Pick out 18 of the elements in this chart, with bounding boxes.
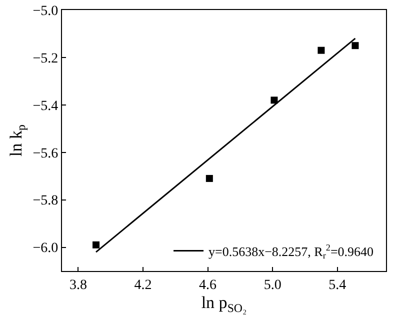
y-tick-label: −5.2 bbox=[32, 51, 58, 66]
y-tick-label: −6.0 bbox=[32, 241, 58, 256]
point bbox=[206, 174, 213, 182]
y-tick-label: −5.8 bbox=[32, 194, 58, 209]
point bbox=[92, 241, 100, 248]
x-axis-title: ln p$_{SO₂}$ bbox=[201, 293, 247, 315]
y-tick-label: −5.0 bbox=[32, 4, 58, 19]
x-tick-label: 4.2 bbox=[134, 278, 152, 293]
x-tick-label: 5.4 bbox=[328, 278, 346, 293]
x-tick-label: 3.8 bbox=[69, 278, 87, 293]
point bbox=[352, 42, 359, 50]
y-tick-label: −5.4 bbox=[32, 98, 58, 114]
point bbox=[270, 96, 278, 104]
point bbox=[318, 46, 325, 54]
x-tick-label: 5.0 bbox=[264, 278, 282, 293]
legend-label: y=0.5638x−8.2257, R$_{r}$$^{2}$=0.9640 bbox=[208, 242, 374, 261]
x-tick-label: 4.6 bbox=[199, 278, 217, 293]
y-tick-label: −5.6 bbox=[32, 146, 58, 162]
